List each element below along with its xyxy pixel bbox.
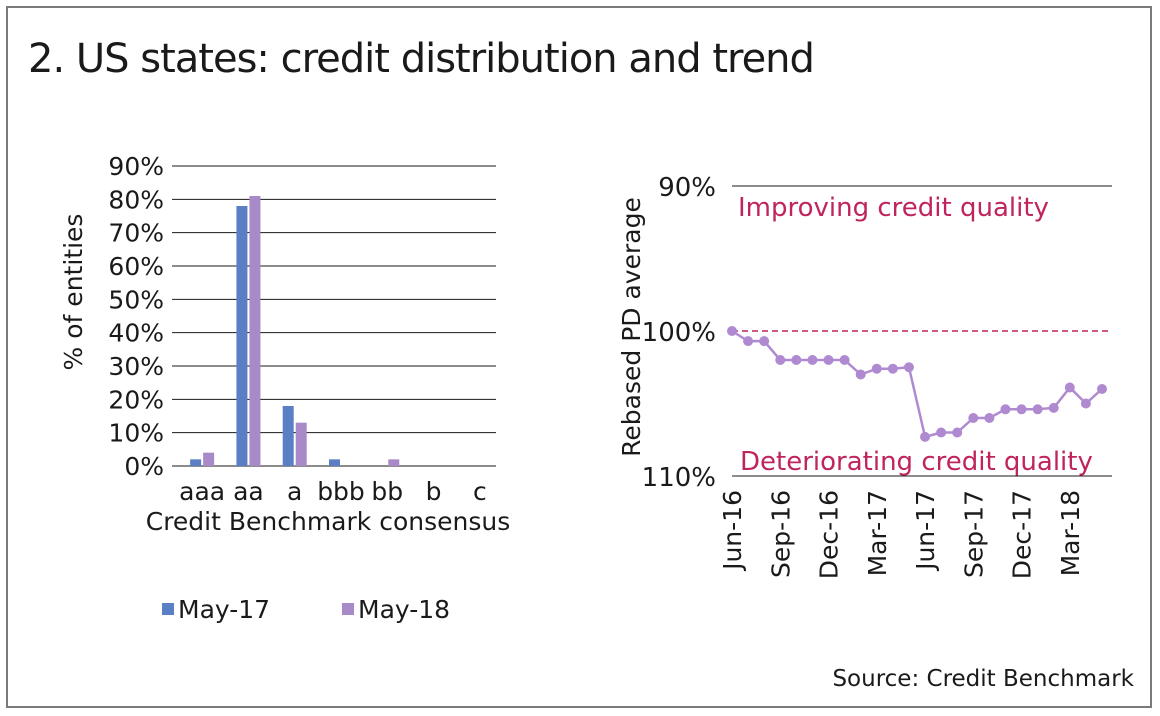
line-x-tick-label: Mar-17 (863, 490, 892, 576)
line-x-tick-label: Dec-16 (815, 490, 844, 579)
series-point (791, 355, 802, 365)
bar-y-tick-label: 40% (108, 319, 164, 348)
series-point (1097, 384, 1107, 394)
line-y-axis-label: Rebased PD average (617, 197, 646, 457)
bar-y-tick-label: 70% (108, 219, 164, 248)
bar-y-tick-label: 50% (108, 285, 164, 314)
bar-may-17-aaa (190, 459, 202, 466)
bar-y-tick-label: 80% (108, 185, 164, 214)
bar-may-17-bbb (329, 459, 340, 466)
legend-swatch-may-17 (162, 603, 174, 615)
bar-may-18-bb (388, 459, 400, 466)
bar-y-tick-label: 10% (108, 419, 164, 448)
bar-bars (190, 196, 400, 466)
series-point (871, 363, 882, 374)
series-line (731, 329, 1103, 439)
bar-y-tick-labels: 0% 10% 20% 30% 40% 50% 60% 70% 80% 90% (108, 152, 164, 481)
series-point (1064, 382, 1075, 393)
line-x-tick-labels: Jun-16 Sep-16 Dec-16 Mar-17 Jun-17 Sep-17 Dec-… (718, 490, 1085, 579)
line-gridlines (732, 185, 1112, 477)
legend-swatch-may-18 (342, 603, 354, 615)
annotation-improving: Improving credit quality (738, 193, 1049, 223)
series-point (920, 431, 931, 442)
bar-may-17-a (282, 406, 294, 466)
bar-legend: May-17 May-18 (162, 595, 450, 624)
series-point (968, 413, 979, 423)
bar-y-tick-label: 30% (108, 352, 164, 381)
bar-x-tick-label: bb (371, 477, 403, 506)
legend-label-may-18: May-18 (358, 595, 450, 624)
chart-frame (6, 6, 1152, 708)
bar-may-18-a (295, 422, 307, 466)
source-note: Source: Credit Benchmark (832, 666, 1134, 692)
series-points (727, 326, 1107, 442)
bar-x-tick-label: b (426, 477, 442, 506)
line-y-tick-label: 100% (642, 318, 716, 348)
bar-may-18-aa (249, 196, 261, 466)
series-point (1080, 398, 1091, 409)
line-x-tick-label: Jun-16 (718, 490, 747, 572)
bar-y-tick-label: 90% (108, 152, 164, 181)
line-x-tick-label: Sep-16 (766, 490, 795, 578)
bar-chart: 0%10%20%30%40%50%60%70%80%90% aaa aa a bbb b… (59, 152, 511, 624)
line-x-tick-label: Dec-17 (1008, 490, 1037, 579)
series-point (839, 355, 850, 365)
chart-title: 2. US states: credit distribution and tr… (28, 36, 815, 82)
line-chart: 90% 100% 110% Improving credit quality Det… (617, 173, 1112, 579)
bar-gridlines (172, 165, 496, 467)
series-point (855, 369, 866, 380)
bar-x-tick-label: a (287, 477, 302, 506)
bar-x-tick-label: aa (233, 477, 264, 506)
series-point (807, 355, 818, 365)
line-y-tick-labels: 90% 100% 110% (642, 173, 716, 493)
series-point (984, 413, 995, 423)
series-point (1016, 404, 1027, 415)
bar-may-17-aa (236, 206, 248, 466)
bar-y-tick-label: 60% (108, 252, 164, 281)
bar-y-axis-label: % of entities (59, 214, 88, 371)
bar-x-tick-label: aaa (179, 477, 225, 506)
bar-may-18-aaa (203, 452, 215, 466)
series-point (823, 355, 834, 365)
line-y-tick-label: 90% (658, 173, 716, 203)
line-y-tick-label: 110% (642, 463, 716, 493)
line-x-tick-label: Jun-17 (911, 490, 940, 572)
legend-label-may-17: May-17 (178, 595, 270, 624)
bar-y-tick-label: 0% (124, 452, 164, 481)
bar-x-axis-label: Credit Benchmark consensus (146, 507, 511, 536)
series-point (727, 326, 737, 336)
bar-y-tick-label: 20% (108, 385, 164, 414)
line-x-tick-label: Sep-17 (959, 490, 988, 578)
series-point (887, 363, 898, 374)
series-point (952, 427, 963, 438)
series-point (903, 362, 914, 373)
bar-x-tick-label: c (473, 477, 487, 506)
annotation-deteriorating: Deteriorating credit quality (740, 447, 1093, 477)
series-point (1032, 404, 1043, 415)
bar-x-tick-label: bbb (317, 477, 365, 506)
series-point (1000, 404, 1011, 415)
series-point (743, 336, 754, 347)
series-point (775, 355, 786, 365)
series-point (759, 336, 770, 347)
bar-x-tick-labels: aaa aa a bbb bb b c (179, 477, 487, 506)
line-x-tick-label: Mar-18 (1056, 490, 1085, 576)
series-point (936, 427, 947, 438)
series-point (1048, 402, 1059, 413)
